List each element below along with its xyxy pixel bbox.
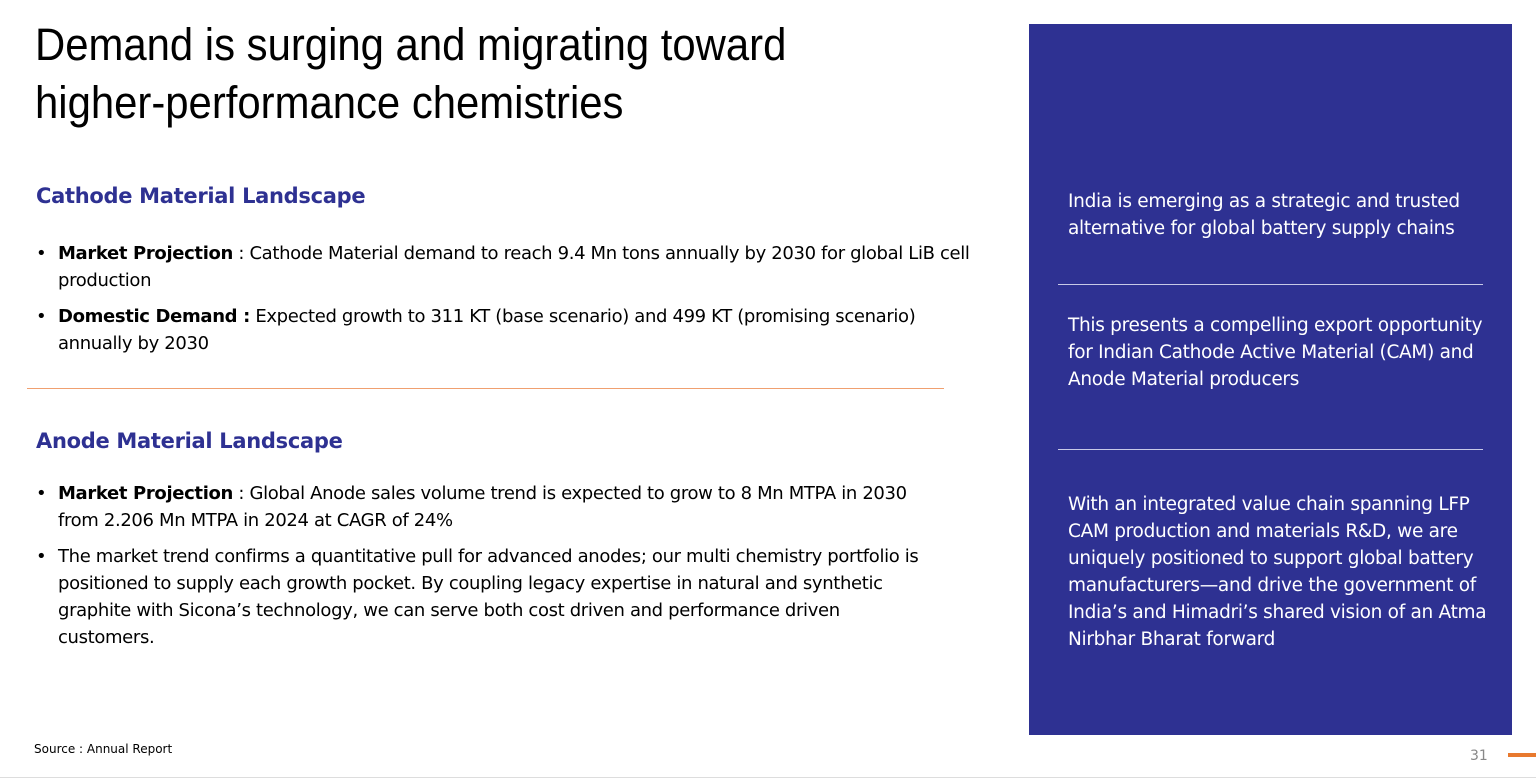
panel-statement-2: This presents a compelling export opport… xyxy=(1068,315,1483,390)
anode-bullet-list: • Market Projection : Global Anode sales… xyxy=(36,480,936,660)
accent-bar xyxy=(1508,753,1536,757)
panel-divider-2 xyxy=(1058,449,1483,450)
bullet-text: Expected growth to 311 KT (base scenario… xyxy=(58,306,916,354)
bullet-text: Cathode Material demand to reach 9.4 Mn … xyxy=(58,243,970,291)
anode-section-heading: Anode Material Landscape xyxy=(36,429,343,453)
cathode-bullet-list: • Market Projection : Cathode Material d… xyxy=(36,240,976,366)
slide-title-line-1: Demand is surging and migrating toward xyxy=(35,19,787,70)
slide-title: Demand is surging and migrating toward h… xyxy=(35,16,872,132)
bullet-separator: : xyxy=(233,483,250,504)
bottom-rule xyxy=(0,777,1536,778)
bullet-label: Market Projection xyxy=(58,483,233,504)
panel-divider-1 xyxy=(1058,284,1483,285)
slide-title-line-2: higher-performance chemistries xyxy=(35,77,624,128)
panel-statement-1: India is emerging as a strategic and tru… xyxy=(1068,191,1460,239)
anode-bullet-market-projection: • Market Projection : Global Anode sales… xyxy=(36,480,936,534)
bullet-glyph: • xyxy=(36,306,47,327)
section-divider xyxy=(27,388,944,389)
highlight-panel: India is emerging as a strategic and tru… xyxy=(1029,24,1512,735)
cathode-section-heading: Cathode Material Landscape xyxy=(36,184,366,208)
bullet-glyph: • xyxy=(36,483,47,504)
anode-bullet-market-trend: • The market trend confirms a quantitati… xyxy=(36,543,936,651)
cathode-bullet-market-projection: • Market Projection : Cathode Material d… xyxy=(36,240,976,294)
bullet-label: Domestic Demand : xyxy=(58,306,250,327)
panel-statement-3: With an integrated value chain spanning … xyxy=(1068,494,1487,650)
cathode-bullet-domestic-demand: • Domestic Demand : Expected growth to 3… xyxy=(36,303,976,357)
bullet-glyph: • xyxy=(36,546,47,567)
bullet-text: The market trend confirms a quantitative… xyxy=(58,546,919,648)
bullet-text: Global Anode sales volume trend is expec… xyxy=(58,483,907,531)
source-note: Source : Annual Report xyxy=(34,742,173,756)
bullet-separator: : xyxy=(233,243,250,264)
bullet-label: Market Projection xyxy=(58,243,233,264)
page-number: 31 xyxy=(1470,748,1488,764)
bullet-glyph: • xyxy=(36,243,47,264)
